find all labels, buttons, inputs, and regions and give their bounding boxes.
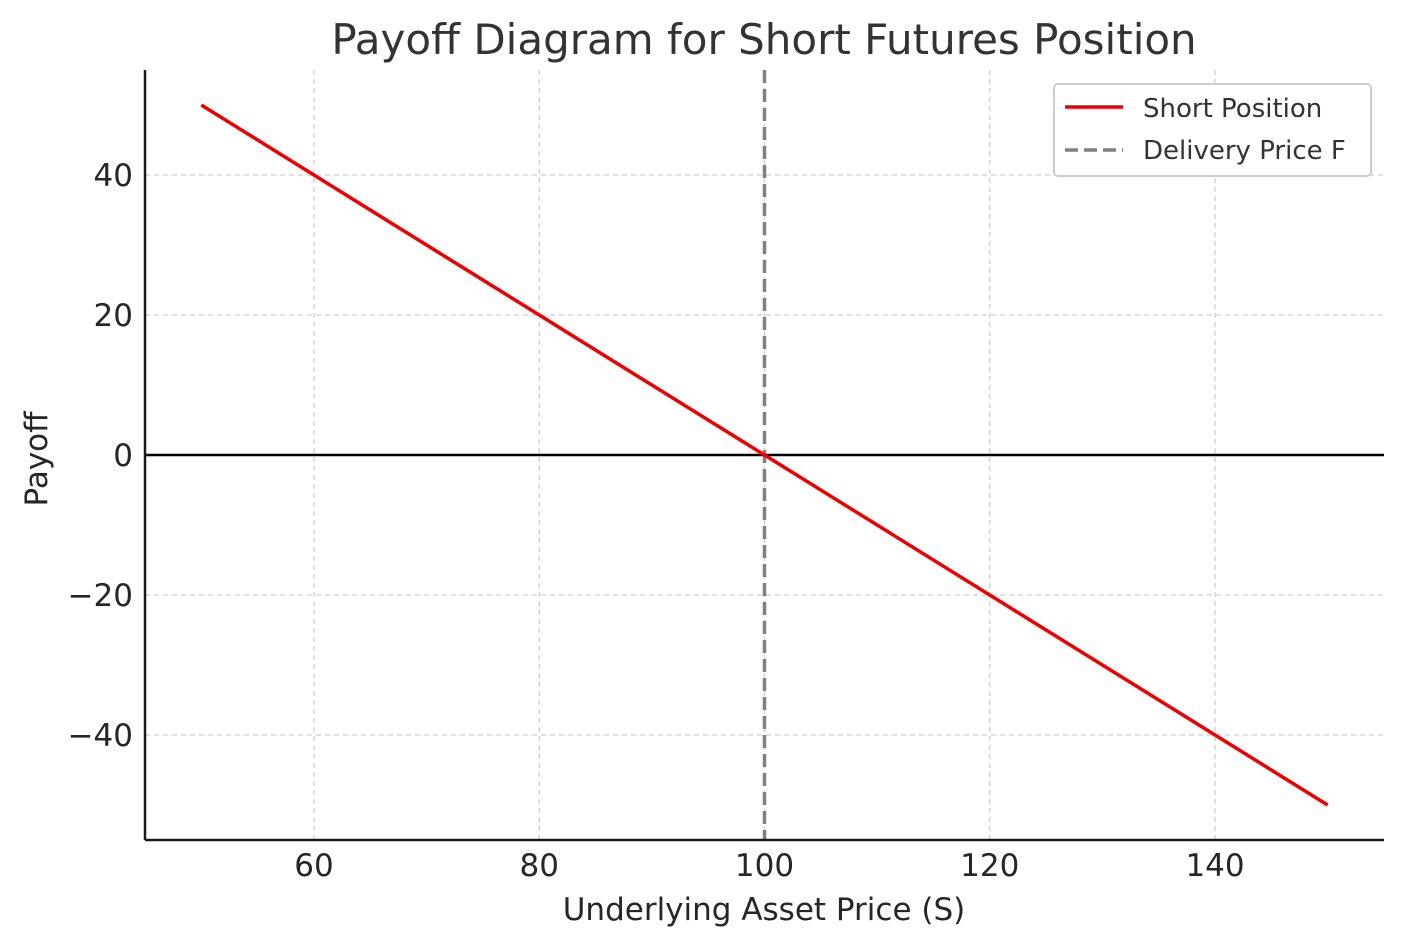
y-tick-label-0: 40 <box>94 158 133 194</box>
legend: Short Position Delivery Price F <box>1053 83 1372 177</box>
axes <box>143 70 1384 842</box>
legend-label-short-position: Short Position <box>1143 94 1322 124</box>
legend-label-delivery-price: Delivery Price F <box>1143 136 1346 166</box>
y-tick-label-4: −40 <box>68 718 133 754</box>
grid-lines <box>145 70 1384 840</box>
x-tick-label-120: 120 <box>960 848 1019 884</box>
legend-box <box>1053 83 1372 177</box>
x-tick-label-140: 140 <box>1185 848 1244 884</box>
y-axis-label: Payoff <box>19 411 55 507</box>
x-tick-label-100: 100 <box>735 848 794 884</box>
y-tick-label-1: 20 <box>94 298 133 334</box>
tick-labels: 60 80 100 120 140 40 20 0 −20 −40 <box>68 158 1245 884</box>
y-tick-label-2: 0 <box>113 438 133 474</box>
x-tick-label-60: 60 <box>294 848 333 884</box>
x-tick-label-80: 80 <box>520 848 559 884</box>
chart-title: Payoff Diagram for Short Futures Positio… <box>331 15 1196 64</box>
y-tick-label-3: −20 <box>68 578 133 614</box>
series-lines <box>200 103 1329 807</box>
series-line-short-position <box>200 103 1329 807</box>
x-axis-label: Underlying Asset Price (S) <box>563 892 966 928</box>
